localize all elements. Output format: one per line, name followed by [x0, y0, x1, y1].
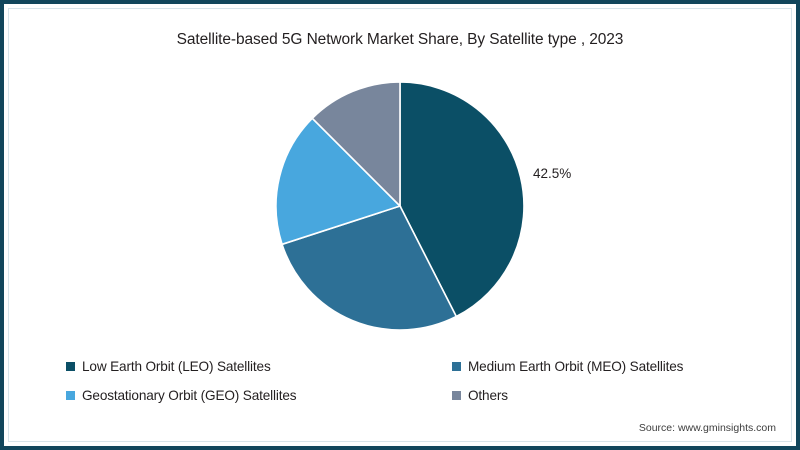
- legend-row: Low Earth Orbit (LEO) Satellites Medium …: [66, 352, 766, 381]
- pie-svg: [275, 81, 525, 331]
- legend-swatch-icon: [66, 391, 75, 400]
- legend-item-meo[interactable]: Medium Earth Orbit (MEO) Satellites: [452, 352, 762, 381]
- legend-item-geo[interactable]: Geostationary Orbit (GEO) Satellites: [66, 381, 452, 410]
- legend-swatch-icon: [452, 391, 461, 400]
- legend-item-leo[interactable]: Low Earth Orbit (LEO) Satellites: [66, 352, 452, 381]
- legend-swatch-icon: [66, 362, 75, 371]
- legend-label: Medium Earth Orbit (MEO) Satellites: [468, 359, 684, 374]
- legend-item-others[interactable]: Others: [452, 381, 762, 410]
- legend-row: Geostationary Orbit (GEO) Satellites Oth…: [66, 381, 766, 410]
- source-attribution: Source: www.gminsights.com: [638, 422, 776, 434]
- legend-label: Low Earth Orbit (LEO) Satellites: [82, 359, 271, 374]
- pie-slice[interactable]: [281, 205, 458, 331]
- pie-slice[interactable]: [311, 81, 401, 208]
- legend-label: Others: [468, 388, 508, 403]
- pie-slice[interactable]: [399, 81, 525, 318]
- pie-chart: 42.5%: [275, 81, 572, 331]
- legend-swatch-icon: [452, 362, 461, 371]
- pie-slice[interactable]: [275, 117, 402, 246]
- pie-slice-group: [275, 81, 525, 331]
- chart-legend: Low Earth Orbit (LEO) Satellites Medium …: [66, 352, 766, 410]
- chart-title: Satellite-based 5G Network Market Share,…: [176, 31, 624, 48]
- slice-data-label-leo: 42.5%: [533, 166, 572, 181]
- legend-label: Geostationary Orbit (GEO) Satellites: [82, 388, 297, 403]
